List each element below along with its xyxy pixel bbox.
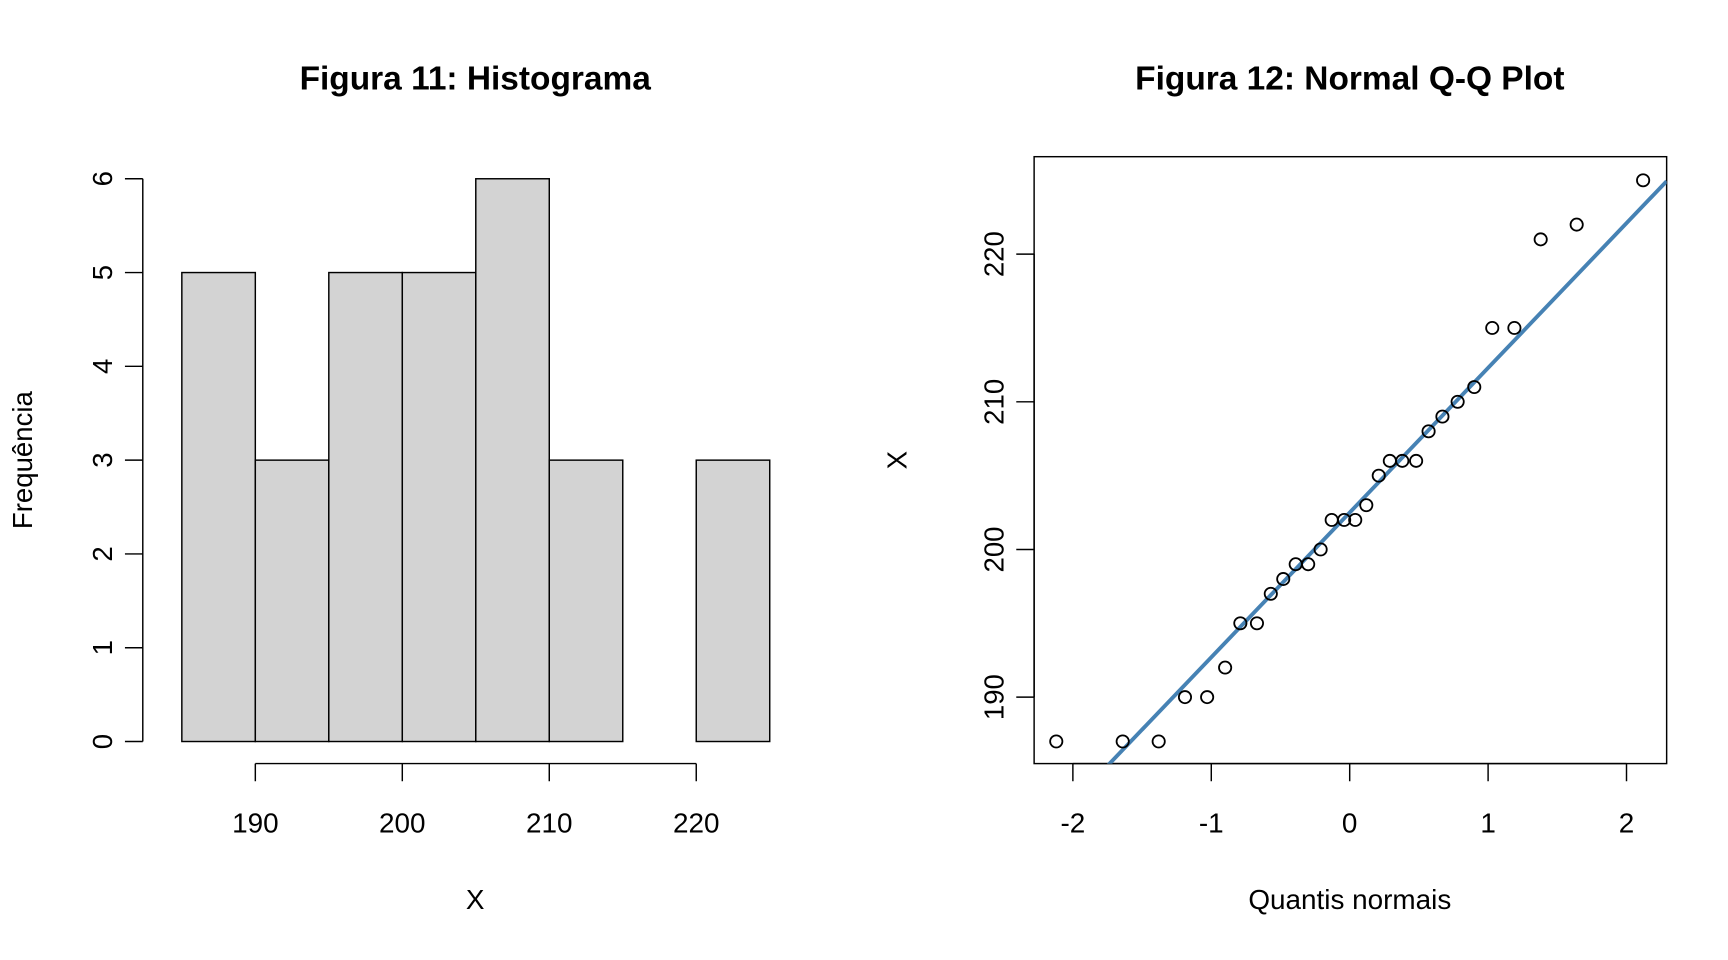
x-tick-label: 0: [1342, 808, 1358, 839]
y-tick-label: 190: [978, 674, 1009, 720]
point: [1533, 232, 1548, 247]
x-axis-label: Quantis normais: [1248, 884, 1451, 915]
point: [1485, 321, 1500, 335]
bar: [475, 178, 550, 743]
x-tick-label: 2: [1619, 808, 1635, 839]
point: [1049, 734, 1064, 749]
point: [1569, 217, 1584, 232]
point: [1435, 409, 1450, 424]
point: [1337, 512, 1352, 527]
x-axis-label: X: [466, 884, 485, 915]
x-tick-label: 1: [1480, 808, 1496, 839]
point: [1177, 690, 1193, 705]
y-tick-label: 0: [87, 734, 118, 749]
x-tick-label: -1: [1199, 808, 1224, 839]
point: [1395, 453, 1410, 468]
point: [1450, 394, 1465, 409]
y-tick-label: 3: [87, 452, 118, 467]
y-tick-label: 220: [978, 231, 1009, 277]
point: [1507, 321, 1522, 335]
point: [1382, 453, 1397, 468]
x-tick-label: 220: [673, 808, 720, 839]
point: [1200, 690, 1215, 705]
bar: [401, 271, 477, 743]
plot-frame: [1033, 155, 1668, 765]
bar: [181, 271, 257, 743]
y-tick-label: 210: [978, 379, 1009, 425]
y-axis-label: X: [881, 451, 912, 469]
point: [1421, 424, 1436, 439]
point: [1218, 660, 1233, 675]
bar: [328, 271, 404, 743]
chart-title: Figura 11: Histograma: [300, 60, 652, 97]
y-tick-label: 2: [87, 546, 118, 561]
bar: [254, 459, 330, 743]
x-tick-label: 200: [379, 808, 426, 839]
point: [1467, 380, 1482, 394]
point: [1301, 557, 1316, 572]
point: [1348, 512, 1363, 527]
x-tick-label: -2: [1060, 808, 1085, 839]
point: [1276, 572, 1291, 586]
point: [1359, 498, 1374, 513]
y-tick-label: 5: [87, 265, 118, 280]
point: [1371, 468, 1386, 483]
chart-title: Figura 12: Normal Q-Q Plot: [1135, 60, 1564, 97]
bar: [695, 459, 771, 743]
y-tick-label: 4: [87, 359, 118, 374]
point: [1313, 542, 1328, 557]
point: [1249, 616, 1264, 631]
bar: [548, 459, 624, 743]
x-tick-label: 190: [232, 808, 279, 839]
point: [1636, 173, 1651, 188]
y-tick-label: 6: [87, 171, 118, 186]
point: [1233, 616, 1248, 631]
x-tick-label: 210: [526, 808, 573, 839]
y-tick-label: 1: [87, 640, 118, 655]
point: [1115, 734, 1130, 749]
y-axis-label: Frequência: [7, 391, 38, 529]
point: [1324, 512, 1339, 527]
point: [1409, 453, 1424, 468]
y-tick-label: 200: [978, 526, 1009, 572]
point: [1263, 586, 1278, 601]
point: [1151, 734, 1166, 749]
reference-line: [1106, 179, 1667, 764]
